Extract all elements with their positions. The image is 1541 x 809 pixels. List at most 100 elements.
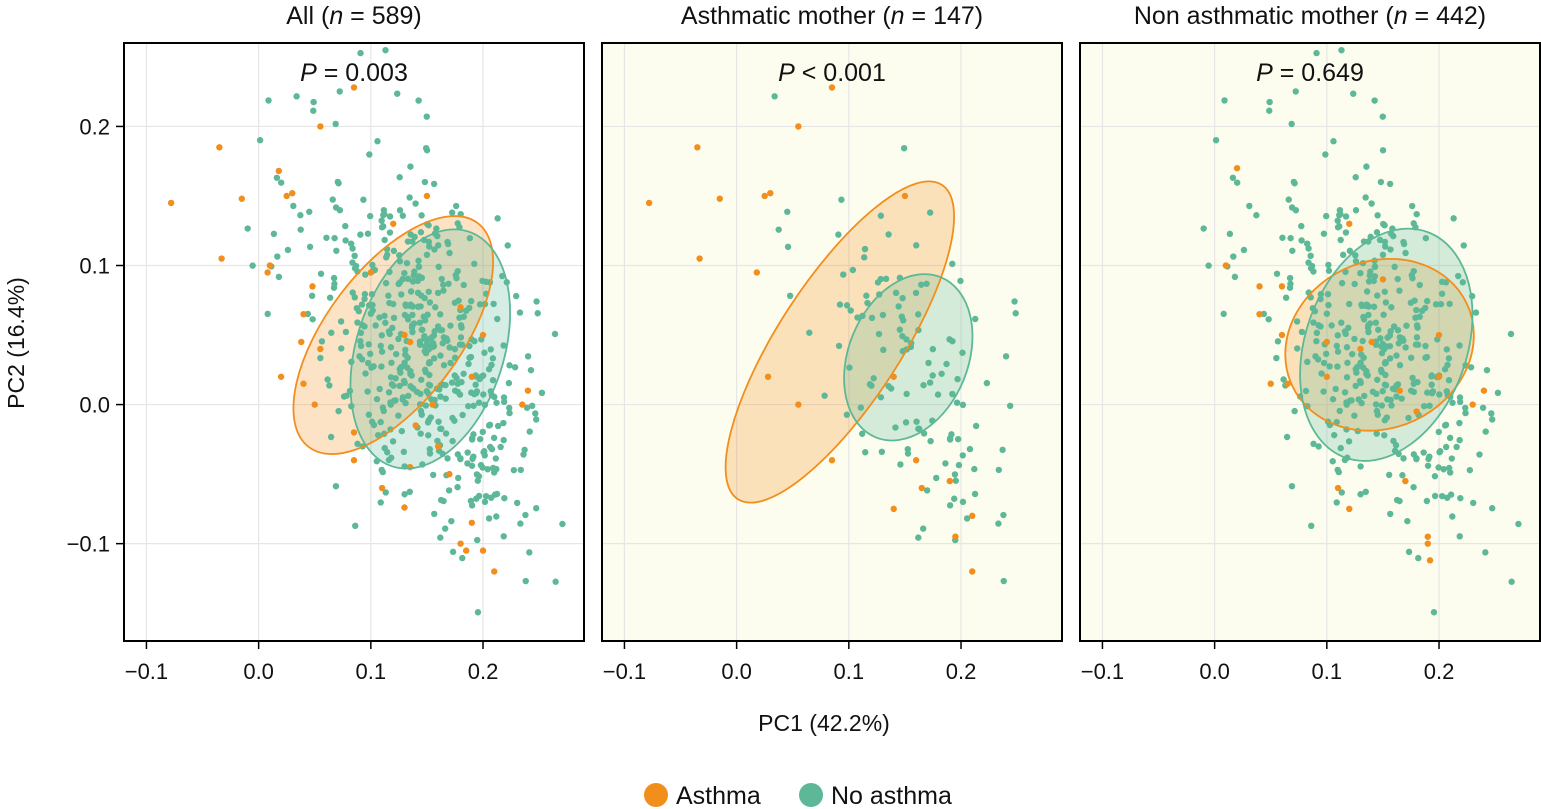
point-no-asthma [487, 346, 494, 353]
point-no-asthma [1466, 466, 1474, 474]
point-no-asthma [1446, 469, 1454, 476]
point-no-asthma [868, 314, 876, 322]
point-no-asthma [1314, 356, 1322, 363]
point-no-asthma [522, 511, 529, 519]
point-no-asthma [386, 229, 394, 236]
point-no-asthma [1337, 210, 1344, 218]
point-no-asthma [1363, 301, 1370, 308]
point-no-asthma [1393, 393, 1400, 400]
point-no-asthma [1436, 391, 1443, 398]
point-no-asthma [784, 208, 791, 215]
point-no-asthma [1448, 455, 1455, 462]
point-no-asthma [362, 370, 369, 377]
point-no-asthma [1288, 120, 1295, 128]
x-tick-label: 0.1 [1312, 659, 1343, 684]
point-no-asthma [481, 448, 488, 455]
point-no-asthma [340, 393, 348, 400]
x-tick-label: 0.1 [356, 659, 387, 684]
point-no-asthma [382, 46, 389, 54]
point-no-asthma [1424, 462, 1432, 469]
point-no-asthma [1431, 473, 1439, 480]
point-asthma [969, 568, 976, 575]
point-no-asthma [1240, 246, 1248, 254]
point-no-asthma [395, 335, 402, 343]
point-no-asthma [1273, 270, 1281, 277]
point-no-asthma [396, 174, 403, 181]
point-no-asthma [959, 452, 966, 459]
point-no-asthma [959, 349, 966, 356]
point-no-asthma [1455, 272, 1462, 280]
point-no-asthma [500, 419, 507, 427]
point-no-asthma [456, 341, 464, 348]
point-no-asthma [402, 346, 409, 354]
point-no-asthma [1379, 388, 1386, 395]
point-no-asthma [456, 314, 463, 321]
point-no-asthma [1370, 303, 1378, 310]
point-no-asthma [1320, 359, 1328, 367]
point-no-asthma [1437, 448, 1444, 455]
point-no-asthma [995, 466, 1003, 474]
point-no-asthma [366, 151, 373, 158]
point-no-asthma [1410, 451, 1418, 458]
point-no-asthma [1446, 300, 1453, 308]
point-no-asthma [396, 207, 404, 214]
point-no-asthma [306, 243, 314, 251]
point-no-asthma [328, 329, 335, 336]
point-no-asthma [404, 275, 412, 283]
point-no-asthma [1412, 341, 1420, 348]
point-no-asthma [925, 359, 932, 367]
p-value-label: P < 0.001 [778, 59, 886, 87]
point-no-asthma [431, 328, 438, 335]
point-no-asthma [1310, 319, 1317, 326]
point-no-asthma [440, 334, 448, 341]
point-no-asthma [522, 577, 529, 585]
point-no-asthma [1413, 322, 1421, 329]
point-no-asthma [877, 212, 885, 219]
point-no-asthma [1449, 513, 1456, 520]
point-no-asthma [912, 289, 920, 297]
point-no-asthma [1387, 246, 1394, 253]
point-no-asthma [1339, 251, 1347, 259]
point-no-asthma [1398, 395, 1405, 402]
point-no-asthma [1285, 196, 1292, 203]
point-no-asthma [407, 288, 415, 295]
point-no-asthma [1376, 236, 1384, 244]
point-asthma [1469, 401, 1476, 408]
point-asthma [716, 195, 724, 202]
ellipse-outline-no-asthma [1299, 227, 1474, 462]
point-no-asthma [1368, 200, 1375, 207]
point-no-asthma [481, 498, 489, 506]
point-no-asthma [1371, 97, 1378, 104]
point-no-asthma [1426, 453, 1433, 460]
point-no-asthma [1288, 204, 1296, 211]
point-no-asthma [1012, 310, 1019, 317]
point-no-asthma [368, 418, 376, 425]
point-no-asthma [1338, 279, 1346, 287]
point-no-asthma [903, 390, 910, 398]
point-asthma [1435, 331, 1443, 339]
point-asthma [1435, 373, 1443, 380]
point-no-asthma [1357, 491, 1364, 498]
point-no-asthma [422, 368, 429, 376]
point-no-asthma [1428, 373, 1435, 380]
point-no-asthma [264, 310, 271, 318]
point-no-asthma [1483, 366, 1491, 374]
point-no-asthma [946, 502, 954, 509]
point-no-asthma [468, 462, 476, 469]
point-no-asthma [938, 370, 945, 377]
point-no-asthma [403, 259, 411, 267]
point-no-asthma [1246, 202, 1253, 210]
point-no-asthma [366, 350, 374, 358]
point-no-asthma [506, 362, 513, 369]
point-no-asthma [455, 474, 462, 482]
point-no-asthma [326, 294, 334, 301]
x-tick-label: 0.2 [468, 659, 499, 684]
point-no-asthma [1377, 178, 1385, 186]
point-no-asthma [1411, 297, 1418, 304]
point-no-asthma [426, 450, 434, 457]
point-no-asthma [467, 497, 475, 505]
point-no-asthma [468, 436, 476, 443]
point-no-asthma [1403, 322, 1410, 329]
point-no-asthma [422, 402, 430, 409]
point-no-asthma [390, 314, 398, 322]
